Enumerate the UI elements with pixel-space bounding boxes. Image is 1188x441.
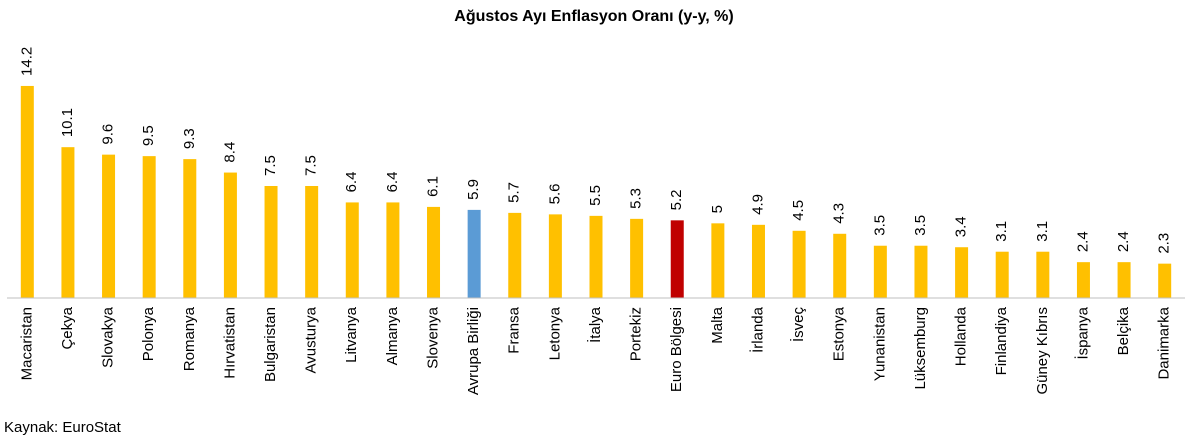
x-tick-label: Polonya xyxy=(140,306,157,361)
data-label: 6.4 xyxy=(384,172,401,193)
data-label: 3.5 xyxy=(912,215,929,236)
data-label: 3.5 xyxy=(871,215,888,236)
bar xyxy=(914,245,928,298)
bar xyxy=(548,214,562,298)
bar xyxy=(1076,262,1090,298)
data-label: 7.5 xyxy=(303,155,320,176)
data-label: 2.4 xyxy=(1115,231,1132,252)
x-tick-label: Slovakya xyxy=(100,306,117,368)
bar xyxy=(1117,262,1131,298)
x-tick-label: Lüksemburg xyxy=(912,307,929,390)
x-tick-label: Hırvatistan xyxy=(221,307,238,379)
x-tick-label: Litvanya xyxy=(343,306,360,363)
data-label: 7.5 xyxy=(262,155,279,176)
data-label: 5.9 xyxy=(465,179,482,200)
bar xyxy=(955,247,969,298)
bar xyxy=(102,154,116,298)
bar xyxy=(508,212,522,298)
data-label: 9.5 xyxy=(140,125,157,146)
x-tick-label: Slovenya xyxy=(424,306,441,368)
data-label: 2.4 xyxy=(1074,231,1091,252)
x-tick-label: İsveç xyxy=(789,307,807,343)
x-tick-label: Güney Kıbrıs xyxy=(1034,307,1051,395)
x-tick-label: Çekya xyxy=(59,306,76,349)
x-tick-label: Romanya xyxy=(181,306,198,371)
data-label: 4.3 xyxy=(831,203,848,224)
bar xyxy=(792,230,806,298)
x-tick-label: Macaristan xyxy=(18,307,35,380)
x-tick-label: Hollanda xyxy=(953,306,970,366)
x-tick-label: Euro Bölgesi xyxy=(668,307,685,392)
data-label: 5 xyxy=(709,205,726,213)
x-tick-label: İrlanda xyxy=(748,306,766,353)
bar xyxy=(467,209,481,298)
data-label: 6.4 xyxy=(343,172,360,193)
bar xyxy=(1036,251,1050,298)
data-label: 3.1 xyxy=(993,221,1010,242)
data-label: 2.3 xyxy=(1156,233,1173,254)
bar xyxy=(61,147,75,298)
data-label: 14.2 xyxy=(18,47,35,76)
bar xyxy=(873,245,887,298)
x-tick-label: Portekiz xyxy=(628,307,645,361)
x-tick-label: Danimarka xyxy=(1156,306,1173,379)
data-label: 6.1 xyxy=(424,176,441,197)
x-tick-label: Bulgaristan xyxy=(262,307,279,382)
x-tick-label: İspanya xyxy=(1073,306,1091,359)
x-tick-label: Belçika xyxy=(1115,306,1132,355)
bar xyxy=(183,159,197,298)
data-label: 3.4 xyxy=(953,216,970,237)
bar xyxy=(20,85,34,299)
bar xyxy=(1158,263,1172,298)
x-tick-label: Yunanistan xyxy=(871,307,888,381)
data-label: 5.6 xyxy=(546,184,563,205)
x-tick-label: Almanya xyxy=(384,306,401,365)
bar xyxy=(386,202,400,298)
bar xyxy=(995,251,1009,298)
chart-title: Ağustos Ayı Enflasyon Oranı (y-y, %) xyxy=(454,8,733,25)
data-label: 3.1 xyxy=(1034,221,1051,242)
bar xyxy=(264,186,278,298)
bar xyxy=(305,186,319,298)
x-tick-label: Finlandiya xyxy=(993,306,1010,375)
bar xyxy=(223,172,237,298)
data-label: 4.5 xyxy=(790,200,807,221)
data-label: 5.2 xyxy=(668,189,685,210)
bar xyxy=(670,220,684,298)
bar xyxy=(711,223,725,298)
bar xyxy=(833,233,847,298)
bar xyxy=(589,215,603,298)
data-label: 5.5 xyxy=(587,185,604,206)
bar xyxy=(751,224,765,298)
x-tick-label: Malta xyxy=(709,306,726,343)
bar xyxy=(427,206,441,298)
x-tick-label: Estonya xyxy=(831,306,848,361)
data-label: 4.9 xyxy=(749,194,766,215)
x-tick-label: Fransa xyxy=(506,306,523,353)
bar xyxy=(630,218,644,298)
source-note: Kaynak: EuroStat xyxy=(4,419,122,436)
bar xyxy=(142,156,156,298)
data-label: 9.6 xyxy=(100,124,117,145)
data-label: 5.7 xyxy=(506,182,523,203)
x-tick-label: Avusturya xyxy=(303,306,320,373)
x-tick-label: Letonya xyxy=(546,306,563,360)
data-label: 10.1 xyxy=(59,108,76,137)
bar xyxy=(345,202,359,298)
data-label: 8.4 xyxy=(221,142,238,163)
data-label: 9.3 xyxy=(181,128,198,149)
x-tick-label: İtalya xyxy=(586,306,604,343)
x-tick-label: Avrupa Birliği xyxy=(465,307,482,395)
data-label: 5.3 xyxy=(628,188,645,209)
